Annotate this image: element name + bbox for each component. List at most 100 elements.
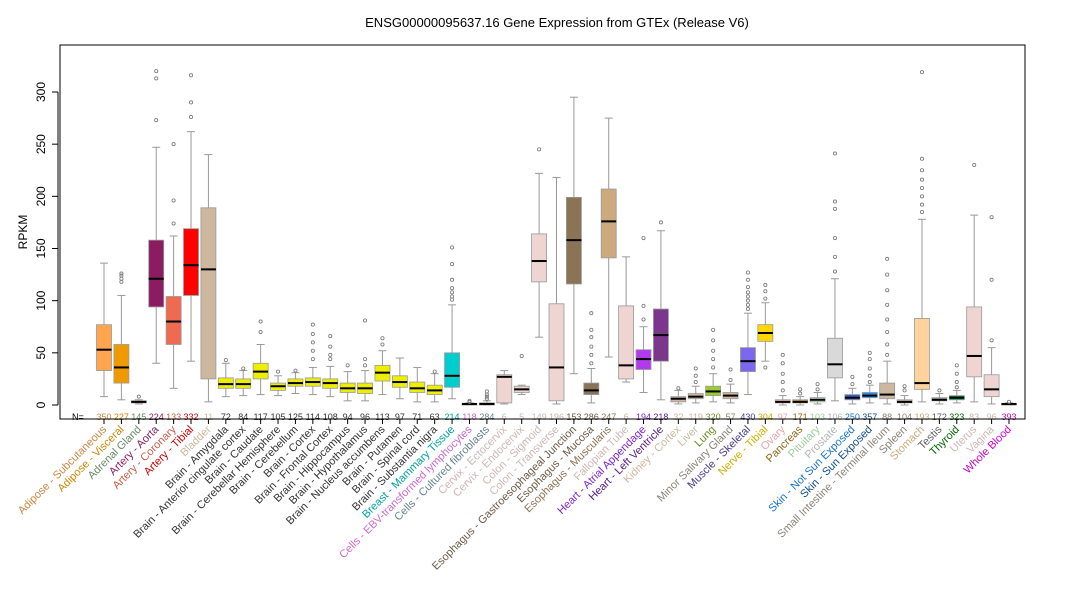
outlier-point	[171, 142, 176, 147]
box-2	[130, 394, 147, 405]
outlier-point	[171, 198, 176, 203]
sample-count-label: 125	[288, 412, 303, 422]
box-8	[235, 366, 252, 397]
box-44	[861, 350, 878, 404]
outlier-point	[310, 357, 315, 362]
outlier-point	[363, 363, 368, 368]
box-13	[322, 334, 339, 398]
outlier-point	[867, 357, 872, 362]
sample-count-label: 393	[1001, 412, 1016, 422]
outlier-point	[519, 353, 524, 358]
box-14	[339, 363, 356, 402]
box-1	[113, 271, 130, 401]
box-33	[670, 386, 687, 405]
sample-count-label: 118	[462, 412, 476, 422]
outlier-point	[989, 338, 994, 343]
outlier-point	[641, 303, 646, 308]
box-37	[740, 270, 756, 396]
box-30	[618, 256, 635, 383]
outlier-point	[450, 277, 455, 282]
box-iqr	[966, 306, 983, 378]
sample-count-label: 145	[131, 412, 146, 422]
outlier-point	[450, 297, 455, 302]
box-0	[96, 262, 112, 398]
box-6	[200, 154, 217, 403]
outlier-point	[328, 352, 333, 357]
box-51	[983, 215, 1000, 405]
sample-count-label: 304	[758, 412, 773, 422]
outlier-point	[189, 100, 194, 105]
sample-count-label: 97	[778, 412, 788, 422]
plot-frame	[59, 44, 1026, 420]
outlier-point	[328, 334, 333, 339]
sample-count-label: 218	[653, 412, 668, 422]
box-12	[304, 322, 321, 396]
outlier-point	[293, 368, 298, 373]
outlier-point	[850, 374, 855, 379]
outlier-point	[711, 327, 716, 332]
outlier-point	[919, 156, 924, 161]
outlier-point	[780, 388, 785, 393]
outlier-point	[763, 283, 768, 288]
outlier-point	[763, 296, 768, 301]
outlier-point	[154, 118, 159, 123]
box-46	[896, 384, 913, 406]
sample-count-label: 84	[238, 412, 248, 422]
box-17	[391, 357, 408, 400]
outlier-point	[885, 352, 890, 357]
sample-count-label: 88	[882, 412, 892, 422]
sample-count-label: 350	[96, 412, 111, 422]
outlier-point	[345, 363, 350, 368]
outlier-point	[119, 271, 124, 276]
box-9	[252, 319, 269, 396]
outlier-point	[815, 382, 820, 387]
outlier-point	[189, 73, 194, 78]
box-32	[653, 220, 669, 401]
outlier-point	[310, 340, 315, 345]
outlier-point	[484, 392, 489, 397]
outlier-point	[328, 344, 333, 349]
box-iqr	[583, 382, 600, 395]
box-24	[513, 353, 530, 396]
box-25	[531, 147, 547, 338]
box-10	[270, 369, 286, 397]
outlier-point	[119, 276, 124, 281]
outlier-point	[189, 115, 194, 120]
box-iqr	[444, 352, 460, 388]
outlier-point	[450, 294, 455, 299]
box-5	[183, 73, 199, 362]
n-prefix-label: N=	[72, 412, 84, 422]
sample-count-label: 32	[673, 412, 683, 422]
sample-count-label: 6	[624, 412, 629, 422]
box-29	[600, 117, 617, 358]
box-19	[426, 369, 443, 403]
outlier-point	[484, 394, 489, 399]
outlier-point	[450, 286, 455, 291]
sample-count-label: 171	[793, 412, 808, 422]
outlier-point	[885, 272, 890, 277]
sample-count-label: 108	[323, 412, 338, 422]
sample-count-label: 284	[479, 412, 494, 422]
outlier-point	[867, 380, 872, 385]
sample-count-label: 96	[987, 412, 997, 422]
outlier-point	[745, 307, 750, 312]
box-iqr	[740, 347, 756, 373]
outlier-point	[589, 352, 594, 357]
sample-count-label: 11	[204, 412, 213, 422]
box-iqr	[96, 324, 112, 371]
y-tick-label: 150	[34, 238, 48, 258]
outlier-point	[919, 209, 924, 214]
sample-count-label: 5	[519, 412, 524, 422]
outlier-point	[954, 363, 959, 368]
outlier-point	[432, 369, 437, 374]
sample-count-label: 104	[897, 412, 912, 422]
outlier-point	[745, 290, 750, 295]
outlier-point	[780, 371, 785, 376]
box-iqr	[217, 377, 234, 389]
box-iqr	[148, 239, 165, 308]
box-41	[809, 382, 826, 405]
box-16	[374, 336, 391, 396]
outlier-point	[919, 185, 924, 190]
box-43	[844, 374, 861, 405]
